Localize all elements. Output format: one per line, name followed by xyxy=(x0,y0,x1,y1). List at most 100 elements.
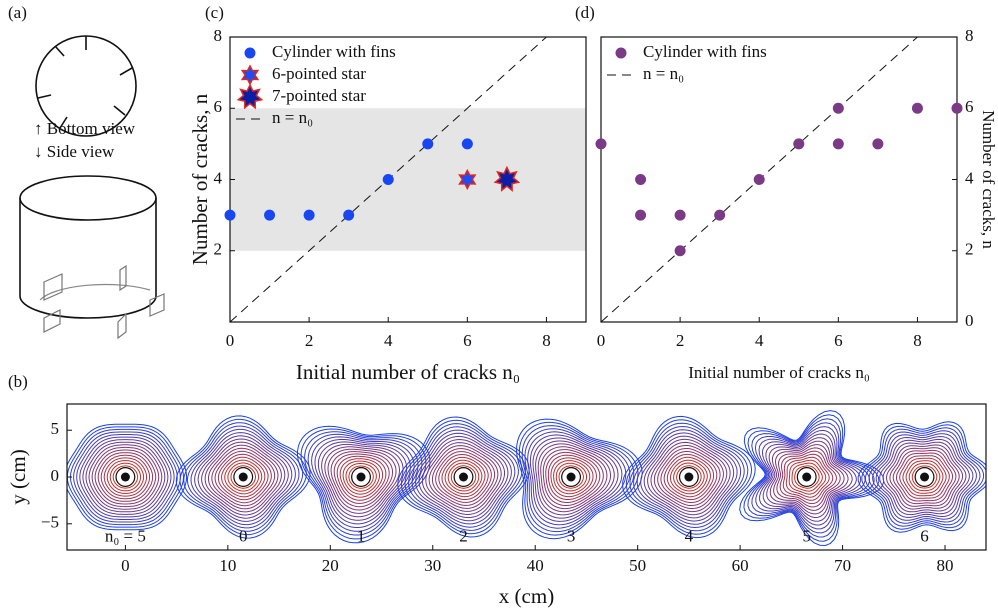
contour xyxy=(230,465,256,489)
y-tick-label: 6 xyxy=(214,97,223,116)
contour xyxy=(625,419,753,535)
x-tick-label: 30 xyxy=(424,556,441,575)
center-dot xyxy=(238,472,248,482)
contour xyxy=(537,443,611,513)
contour xyxy=(211,447,276,507)
pattern-label: 0 xyxy=(239,527,248,546)
contour xyxy=(861,424,986,530)
contour xyxy=(762,433,857,522)
contour xyxy=(175,415,311,539)
x-tick-label: 2 xyxy=(305,331,314,350)
contour xyxy=(902,457,947,497)
point xyxy=(595,138,607,150)
contour xyxy=(633,425,745,529)
contour xyxy=(311,436,415,528)
contour xyxy=(739,410,885,547)
center-dot xyxy=(802,472,812,482)
contour xyxy=(755,426,866,530)
point xyxy=(674,209,686,221)
contour xyxy=(896,452,954,502)
contour xyxy=(336,455,387,501)
contour xyxy=(885,444,964,510)
contour xyxy=(899,455,950,499)
point xyxy=(951,102,963,114)
contour xyxy=(794,465,820,489)
x-tick-label: 50 xyxy=(629,556,646,575)
contour xyxy=(776,447,841,508)
contour xyxy=(663,453,715,501)
contour xyxy=(422,438,505,516)
contour xyxy=(535,440,615,516)
point xyxy=(714,209,726,221)
y-tick-label: 2 xyxy=(214,240,223,259)
x-tick-label: 0 xyxy=(121,556,130,575)
x-tick-label: 20 xyxy=(322,556,339,575)
contour xyxy=(788,459,827,495)
contour xyxy=(85,441,166,513)
contour xyxy=(751,422,871,534)
contour xyxy=(73,431,178,523)
panel-label: (d) xyxy=(575,3,595,22)
point xyxy=(224,209,236,221)
y-tick-label: 4 xyxy=(965,168,974,187)
contour xyxy=(204,441,282,513)
contour xyxy=(545,451,601,503)
contour xyxy=(908,462,941,492)
contour xyxy=(314,438,411,525)
contour xyxy=(629,422,749,532)
contour xyxy=(339,458,384,498)
side-view xyxy=(19,175,165,340)
point xyxy=(832,138,844,150)
contour xyxy=(224,459,263,495)
x-tick-label: 2 xyxy=(676,331,685,350)
point xyxy=(264,209,276,221)
contour xyxy=(342,460,381,495)
contour xyxy=(673,462,705,492)
contour xyxy=(79,436,172,518)
contour xyxy=(542,449,604,507)
contour xyxy=(217,453,269,501)
contour xyxy=(882,441,967,513)
x-tick-label: 4 xyxy=(384,331,393,350)
pattern-label: 4 xyxy=(685,527,694,546)
contour xyxy=(321,443,404,518)
contour xyxy=(555,462,587,492)
x-tick-label: 6 xyxy=(834,331,843,350)
contour xyxy=(643,435,735,519)
contour xyxy=(106,460,145,494)
contour xyxy=(435,451,492,503)
contour xyxy=(553,460,591,495)
center-dot xyxy=(458,472,468,482)
x-tick-label: 40 xyxy=(527,556,544,575)
contour xyxy=(91,446,160,508)
contour xyxy=(345,463,377,492)
y-tick-label: 0 xyxy=(51,466,60,485)
contour xyxy=(297,425,431,544)
point xyxy=(872,138,884,150)
pattern-label: 1 xyxy=(357,527,366,546)
contour xyxy=(76,434,175,520)
contour xyxy=(408,426,519,528)
view-label: ↓ Side view xyxy=(34,142,115,161)
contour xyxy=(324,446,401,514)
contour xyxy=(676,465,702,489)
point xyxy=(422,138,434,150)
contour xyxy=(208,444,279,510)
x-axis-label: x (cm) xyxy=(499,584,554,608)
x-tick-label: 6 xyxy=(463,331,472,350)
point xyxy=(674,245,686,257)
contour xyxy=(300,428,427,540)
contour xyxy=(103,457,148,497)
x-axis-label: Initial number of cracks n₀ xyxy=(688,363,870,382)
contour xyxy=(521,425,635,533)
y-tick-label: 4 xyxy=(214,168,223,187)
bottom-view xyxy=(35,35,137,137)
contour xyxy=(527,431,627,526)
x-tick-label: 8 xyxy=(542,331,551,350)
band xyxy=(230,108,586,251)
star-point xyxy=(493,165,521,192)
contour xyxy=(418,435,509,519)
y-tick-label: 0 xyxy=(965,311,974,330)
point xyxy=(832,102,844,114)
contour xyxy=(785,456,830,498)
